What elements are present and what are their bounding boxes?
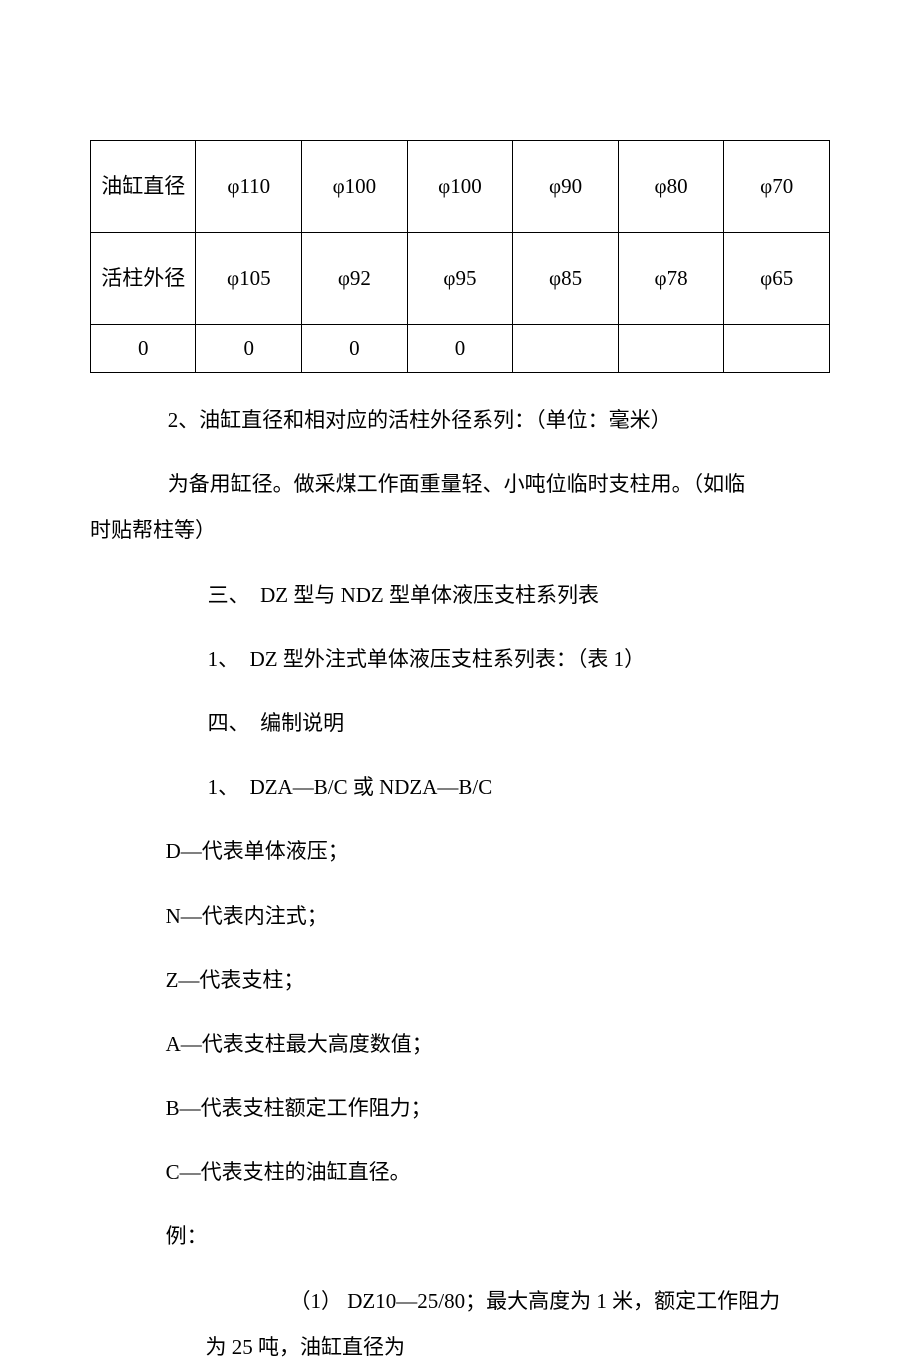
table-cell: φ100 <box>407 141 513 233</box>
definition-line: Z—代表支柱； <box>90 957 830 1003</box>
table-cell: φ65 <box>724 233 830 325</box>
paragraph-line: 时贴帮柱等） <box>90 507 830 553</box>
section-heading: 四、 编制说明 <box>90 700 830 746</box>
paragraph-line: （1） DZ10—25/80；最大高度为 1 米，额定工作阻力 <box>90 1278 830 1324</box>
table-cell: φ78 <box>618 233 724 325</box>
table-row: 活柱外径 φ105 φ92 φ95 φ85 φ78 φ65 <box>91 233 830 325</box>
table-cell: φ95 <box>407 233 513 325</box>
spec-table: 油缸直径 φ110 φ100 φ100 φ90 φ80 φ70 活柱外径 φ10… <box>90 140 830 373</box>
list-item: 1、 DZ 型外注式单体液压支柱系列表：（表 1） <box>90 636 830 682</box>
definition-line: B—代表支柱额定工作阻力； <box>90 1085 830 1131</box>
table-cell: 0 <box>196 325 302 373</box>
definition-line: C—代表支柱的油缸直径。 <box>90 1149 830 1195</box>
paragraph-line: 为 25 吨，油缸直径为 <box>90 1324 830 1370</box>
list-item: 1、 DZA—B/C 或 NDZA—B/C <box>90 764 830 810</box>
paragraph-line: 为备用缸径。做采煤工作面重量轻、小吨位临时支柱用。（如临 <box>90 461 830 507</box>
table-cell: φ70 <box>724 141 830 233</box>
table-cell: φ110 <box>196 141 302 233</box>
table-cell <box>513 325 619 373</box>
table-cell: φ85 <box>513 233 619 325</box>
example-label: 例： <box>90 1213 830 1259</box>
definition-line: A—代表支柱最大高度数值； <box>90 1021 830 1067</box>
table-cell: φ100 <box>302 141 408 233</box>
row-label: 油缸直径 <box>91 141 196 233</box>
table-row: 油缸直径 φ110 φ100 φ100 φ90 φ80 φ70 <box>91 141 830 233</box>
table-cell <box>618 325 724 373</box>
section-heading: 三、 DZ 型与 NDZ 型单体液压支柱系列表 <box>90 572 830 618</box>
definition-line: D—代表单体液压； <box>90 828 830 874</box>
paragraph: 为备用缸径。做采煤工作面重量轻、小吨位临时支柱用。（如临 时贴帮柱等） <box>90 461 830 553</box>
table-cell: φ92 <box>302 233 408 325</box>
paragraph: 2、油缸直径和相对应的活柱外径系列：（单位：毫米） <box>90 397 830 443</box>
table-cell: φ105 <box>196 233 302 325</box>
table-cell <box>724 325 830 373</box>
table-row: 0 0 0 0 <box>91 325 830 373</box>
table-cell: φ80 <box>618 141 724 233</box>
table-cell: 0 <box>407 325 513 373</box>
definition-line: N—代表内注式； <box>90 893 830 939</box>
row-label: 活柱外径 <box>91 233 196 325</box>
table-cell: 0 <box>302 325 408 373</box>
example-item: （1） DZ10—25/80；最大高度为 1 米，额定工作阻力 为 25 吨，油… <box>90 1278 830 1370</box>
row-label: 0 <box>91 325 196 373</box>
table-cell: φ90 <box>513 141 619 233</box>
